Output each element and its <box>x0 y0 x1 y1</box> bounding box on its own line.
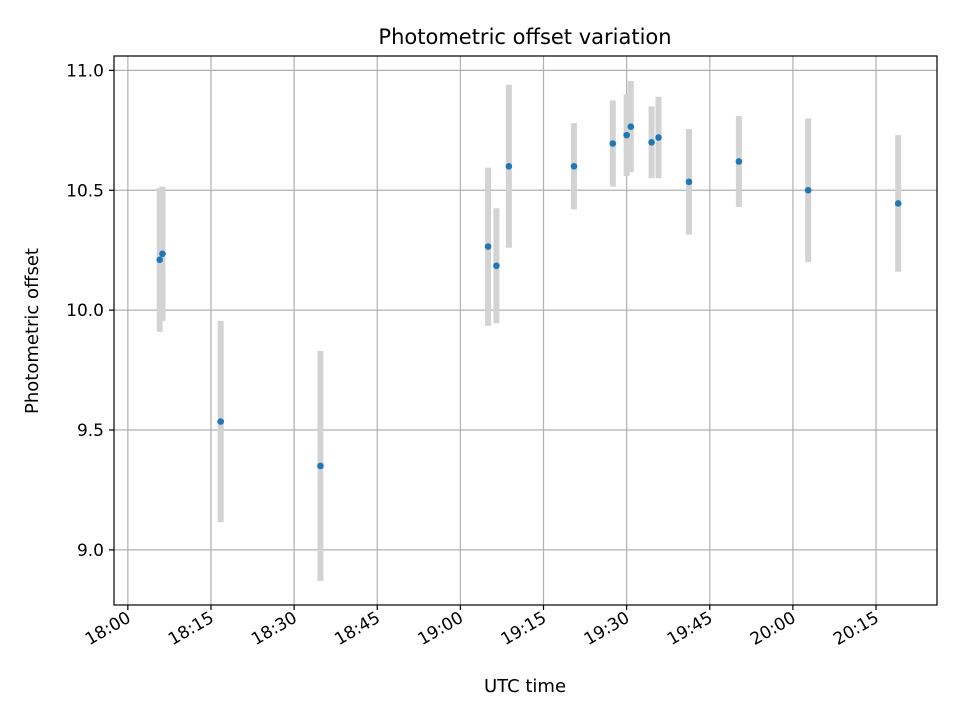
data-point <box>648 139 655 146</box>
x-axis-label: UTC time <box>484 676 566 697</box>
data-point <box>217 418 224 425</box>
data-point <box>493 262 500 270</box>
data-point <box>505 162 513 170</box>
data-point <box>484 243 492 250</box>
data-point <box>685 178 693 186</box>
data-points <box>156 123 902 470</box>
grid <box>114 56 937 605</box>
data-point <box>623 131 630 139</box>
data-point <box>627 123 635 131</box>
data-point <box>735 158 743 165</box>
data-point <box>570 162 578 170</box>
y-tick-label: 11.0 <box>66 61 104 81</box>
data-point <box>609 140 617 147</box>
data-point <box>655 134 662 141</box>
data-point <box>156 256 164 264</box>
chart-title: Photometric offset variation <box>378 25 671 49</box>
y-tick-label: 10.5 <box>66 181 104 201</box>
data-point <box>317 462 324 470</box>
y-tick-label: 10.0 <box>66 301 104 321</box>
y-tick-label: 9.5 <box>77 421 104 441</box>
data-point <box>894 200 902 207</box>
data-point <box>804 186 812 194</box>
y-tick-label: 9.0 <box>77 541 104 561</box>
y-axis-label: Photometric offset <box>22 248 43 414</box>
plot-frame <box>113 55 938 606</box>
data-point <box>159 250 166 258</box>
